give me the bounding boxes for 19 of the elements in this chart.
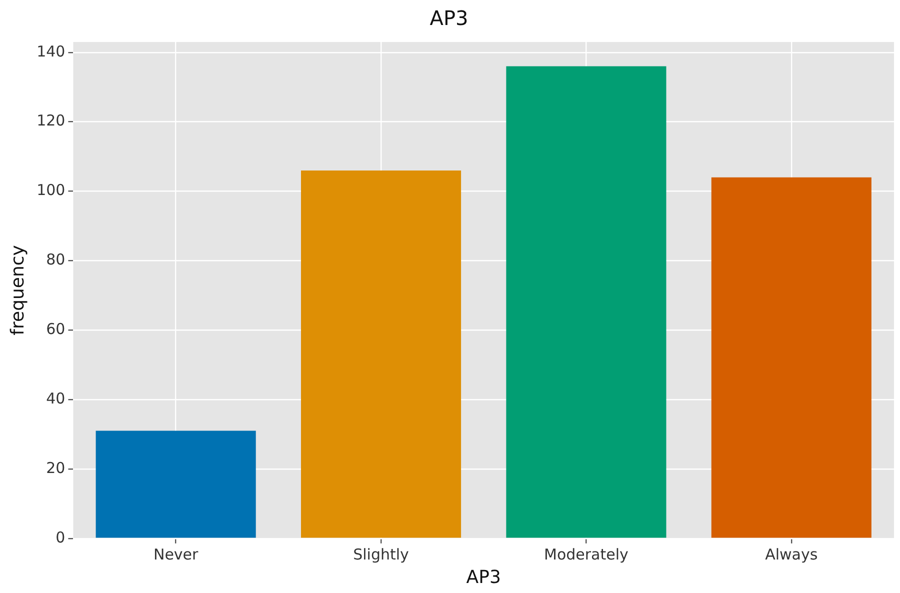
- y-tick-label: 40: [46, 389, 66, 408]
- y-tick-label: 60: [46, 320, 66, 338]
- chart-title: AP3: [430, 6, 468, 30]
- x-tick-label: Slightly: [353, 545, 410, 564]
- bar: [96, 430, 256, 538]
- x-tick-label: Always: [765, 545, 818, 564]
- bar: [711, 177, 872, 538]
- bar: [300, 170, 462, 538]
- y-tick-label: 100: [36, 181, 66, 200]
- x-axis-title: AP3: [466, 566, 501, 588]
- y-tick-label: 0: [56, 528, 66, 546]
- y-axis-title: frequency: [7, 244, 28, 336]
- bar: [506, 66, 666, 538]
- y-tick-label: 140: [36, 42, 66, 60]
- x-tick-label: Moderately: [544, 545, 629, 564]
- y-tick-label: 120: [36, 112, 66, 130]
- x-tick-label: Never: [153, 545, 200, 564]
- y-tick-label: 20: [46, 458, 66, 477]
- y-tick-label: 80: [46, 250, 66, 269]
